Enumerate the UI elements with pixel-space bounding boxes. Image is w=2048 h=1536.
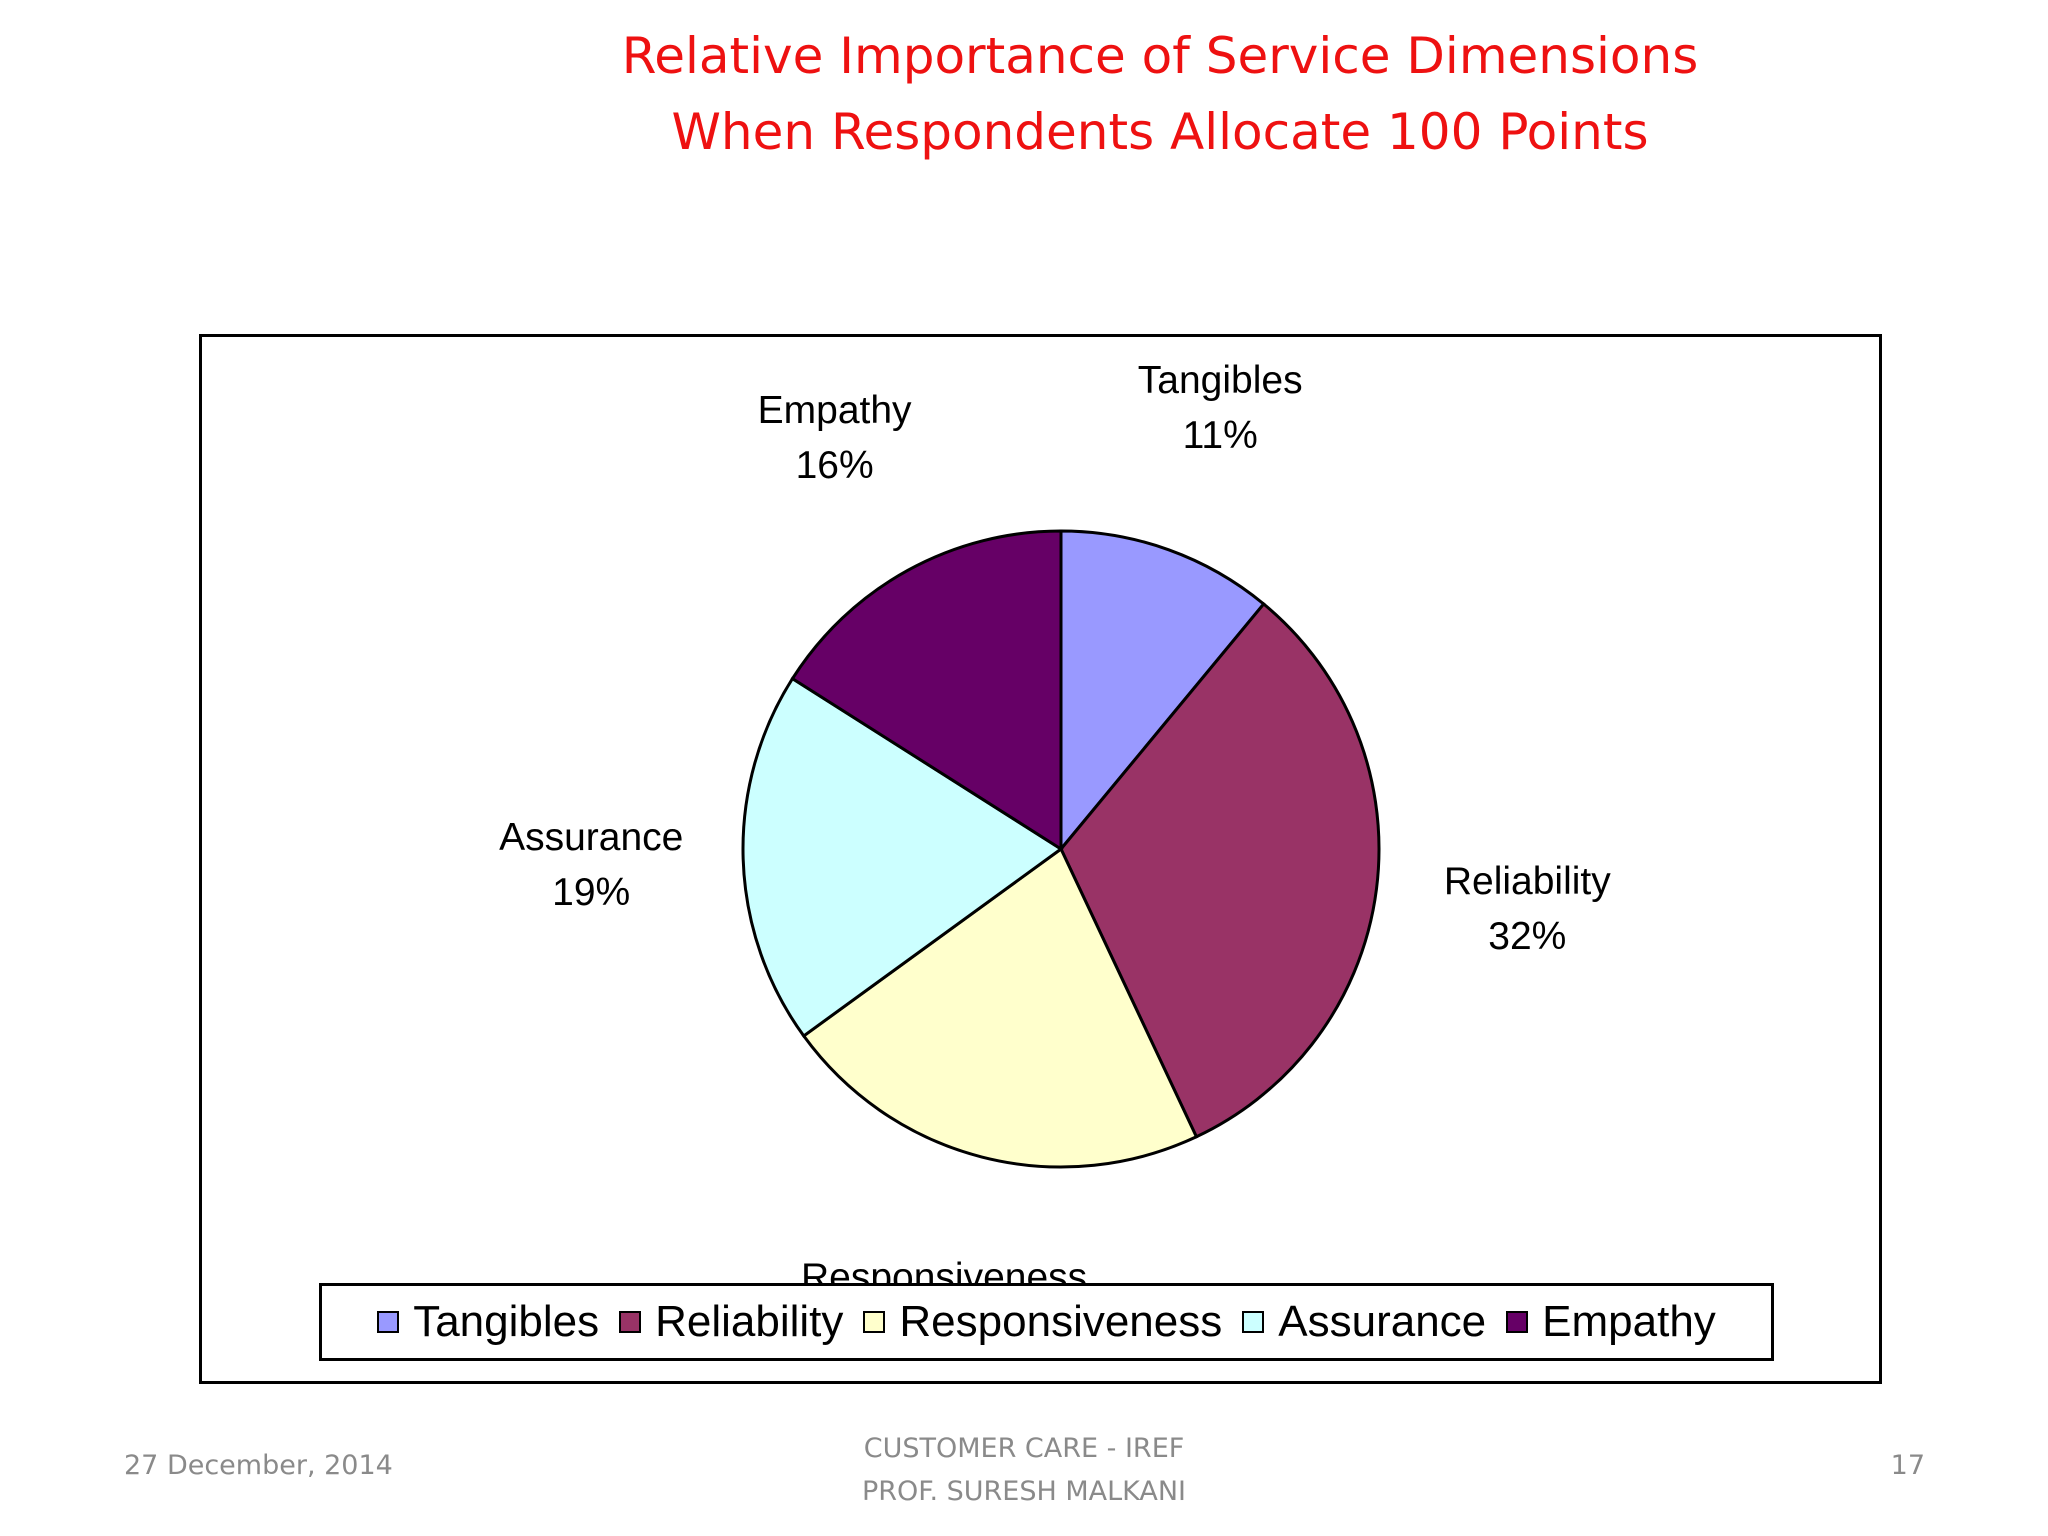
- pie-chart: Tangibles 11% Reliability 32% Responsiveness…: [499, 359, 1611, 1354]
- pie-slice-reliability: [1059, 601, 1381, 1139]
- slice-label-percent: 32%: [1488, 915, 1566, 958]
- slice-label-reliability: Reliability 32%: [1444, 860, 1611, 958]
- legend-item-empathy: Empathy: [1506, 1297, 1716, 1347]
- slice-label-name: Empathy: [758, 389, 912, 432]
- footer-author: PROF. SURESH MALKANI: [861, 1476, 1187, 1507]
- legend-label: Tangibles: [413, 1297, 600, 1346]
- slice-label-empathy: Empathy 16%: [758, 389, 912, 487]
- legend-swatch: [1506, 1311, 1529, 1333]
- slice-label-assurance: Assurance 19%: [499, 816, 683, 914]
- legend-label: Reliability: [655, 1297, 844, 1346]
- footer-center: CUSTOMER CARE - IREF PROF. SURESH MALKAN…: [824, 1427, 1224, 1513]
- page-number: 17: [1890, 1450, 1925, 1481]
- slice-label-name: Tangibles: [1138, 359, 1303, 402]
- slide-title: Relative Importance of Service Dimension…: [560, 18, 1760, 170]
- footer-course: CUSTOMER CARE - IREF: [863, 1433, 1185, 1464]
- slide-title-line1: Relative Importance of Service Dimension…: [621, 27, 1699, 85]
- legend-item-tangibles: Tangibles: [377, 1297, 599, 1347]
- pie-slice-assurance: [741, 676, 1064, 1039]
- chart-frame: Tangibles 11% Reliability 32% Responsiveness…: [199, 334, 1882, 1384]
- footer-date: 27 December, 2014: [124, 1450, 393, 1481]
- legend-item-reliability: Reliability: [619, 1297, 843, 1347]
- legend-swatch: [619, 1311, 642, 1333]
- slide-title-line2: When Respondents Allocate 100 Points: [671, 103, 1649, 161]
- pie-slice-empathy: [790, 529, 1063, 852]
- legend-swatch: [377, 1311, 400, 1333]
- slice-label-percent: 16%: [796, 444, 874, 487]
- slice-label-percent: 19%: [552, 871, 630, 914]
- legend-label: Responsiveness: [899, 1297, 1223, 1346]
- slice-label-tangibles: Tangibles 11%: [1138, 359, 1303, 457]
- pie-slice-tangibles: [1059, 529, 1266, 854]
- legend-label: Empathy: [1542, 1297, 1716, 1346]
- slice-label-percent: 11%: [1183, 414, 1258, 457]
- legend-swatch: [863, 1311, 886, 1333]
- legend-label: Assurance: [1278, 1297, 1487, 1346]
- legend-swatch: [1242, 1311, 1265, 1333]
- chart-legend: Tangibles Reliability Responsiveness Assura…: [319, 1283, 1774, 1361]
- legend-item-responsiveness: Responsiveness: [863, 1297, 1222, 1347]
- pie-slice-responsiveness: [801, 846, 1199, 1169]
- slice-label-name: Assurance: [499, 816, 683, 859]
- slice-label-name: Reliability: [1444, 860, 1611, 903]
- legend-item-assurance: Assurance: [1242, 1297, 1486, 1347]
